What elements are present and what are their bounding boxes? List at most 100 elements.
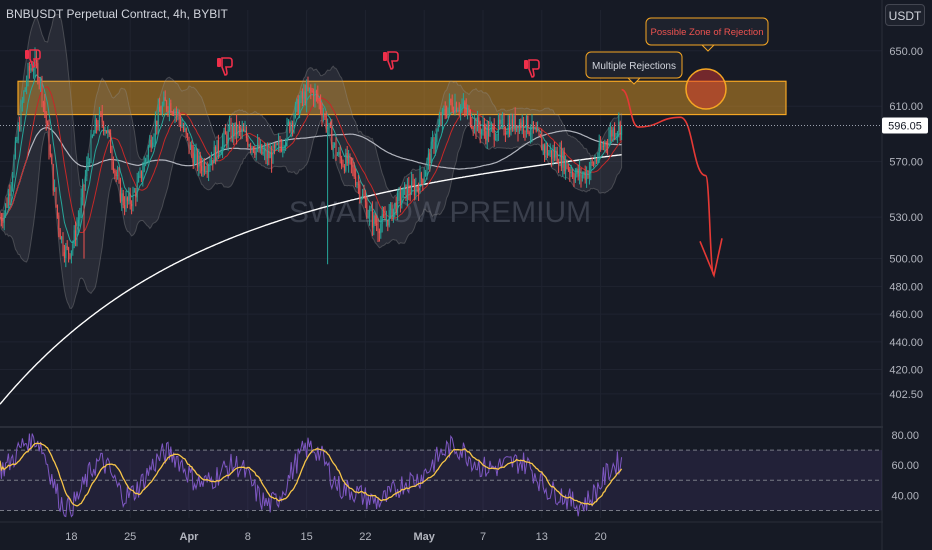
candle xyxy=(136,172,138,202)
candle xyxy=(567,163,569,172)
candle xyxy=(68,246,70,263)
candle xyxy=(315,89,317,102)
candle xyxy=(490,121,492,132)
candle xyxy=(304,84,306,106)
candle xyxy=(112,156,114,174)
candle xyxy=(616,130,618,144)
candle xyxy=(142,162,144,187)
time-tick-label: 22 xyxy=(359,531,371,543)
candle xyxy=(405,184,407,202)
candle xyxy=(238,121,240,137)
time-tick-label: 25 xyxy=(124,531,136,543)
candle xyxy=(388,203,390,228)
candle xyxy=(192,144,194,170)
thumbs-down-icon xyxy=(25,49,41,68)
candle xyxy=(143,156,145,173)
candle xyxy=(493,118,495,147)
candle xyxy=(66,240,68,251)
candle xyxy=(114,168,116,179)
candle xyxy=(79,207,81,227)
candle xyxy=(138,171,140,183)
candle xyxy=(615,132,617,141)
candle xyxy=(346,145,348,166)
candle xyxy=(335,137,337,161)
candle xyxy=(27,62,29,87)
currency-button[interactable]: USDT xyxy=(885,4,925,26)
candle xyxy=(391,202,393,221)
candle xyxy=(55,187,57,208)
candle xyxy=(3,210,5,231)
candle xyxy=(194,146,196,166)
annotations: Multiple Rejections Possible Zone of Reje… xyxy=(0,17,882,278)
candle xyxy=(90,129,92,164)
candle xyxy=(175,106,177,122)
candle xyxy=(132,186,134,212)
candle xyxy=(297,95,299,115)
candle xyxy=(247,134,249,149)
candle xyxy=(513,113,515,132)
candle xyxy=(600,136,602,152)
candle xyxy=(56,204,58,219)
candle xyxy=(360,196,362,203)
candle xyxy=(243,123,245,132)
candle xyxy=(121,187,123,211)
candle xyxy=(122,189,124,209)
candle xyxy=(453,106,455,115)
candle xyxy=(208,163,210,182)
price-tick-label: 610.00 xyxy=(889,101,923,113)
candle xyxy=(75,221,77,247)
candle xyxy=(440,111,442,127)
candle xyxy=(496,133,498,142)
candle xyxy=(9,184,11,206)
candle xyxy=(223,127,225,149)
candle xyxy=(402,187,404,198)
price-tick-label: 480.00 xyxy=(889,281,923,293)
candle xyxy=(570,164,572,178)
candle xyxy=(49,144,51,158)
candle xyxy=(509,115,511,138)
candle xyxy=(416,185,418,193)
candle xyxy=(457,107,459,113)
candle xyxy=(220,146,222,154)
candle xyxy=(478,113,480,134)
candle xyxy=(327,118,329,265)
price-axis-bg xyxy=(883,0,932,550)
candle xyxy=(97,120,99,131)
candle xyxy=(77,210,79,235)
rsi-tick-label: 80.00 xyxy=(891,430,919,442)
candle xyxy=(154,111,156,145)
candle xyxy=(210,151,212,166)
time-tick-label: May xyxy=(413,531,435,543)
candle xyxy=(408,176,410,201)
candle xyxy=(423,167,425,185)
time-tick-label: Apr xyxy=(180,531,200,543)
candle xyxy=(614,122,616,141)
candle xyxy=(418,182,420,202)
candle xyxy=(544,143,546,163)
candle xyxy=(252,146,254,154)
candle xyxy=(497,113,499,141)
candle xyxy=(612,126,614,142)
candle xyxy=(325,110,327,133)
candle xyxy=(397,189,399,221)
candle xyxy=(206,161,208,178)
candle xyxy=(450,98,452,106)
candle xyxy=(506,130,508,135)
price-tick-label: 650.00 xyxy=(889,46,923,58)
candle xyxy=(609,122,611,146)
candle xyxy=(593,161,595,168)
candle xyxy=(353,162,355,179)
candle xyxy=(276,142,278,146)
candle xyxy=(314,83,316,108)
candle xyxy=(185,127,187,138)
candle xyxy=(209,157,211,173)
candle xyxy=(306,79,308,113)
candle xyxy=(483,117,485,139)
candle xyxy=(541,128,543,151)
time-tick-label: 15 xyxy=(300,531,312,543)
candle xyxy=(357,175,359,194)
candle xyxy=(5,203,7,218)
watermark: SWALLOW PREMIUM xyxy=(289,196,591,229)
